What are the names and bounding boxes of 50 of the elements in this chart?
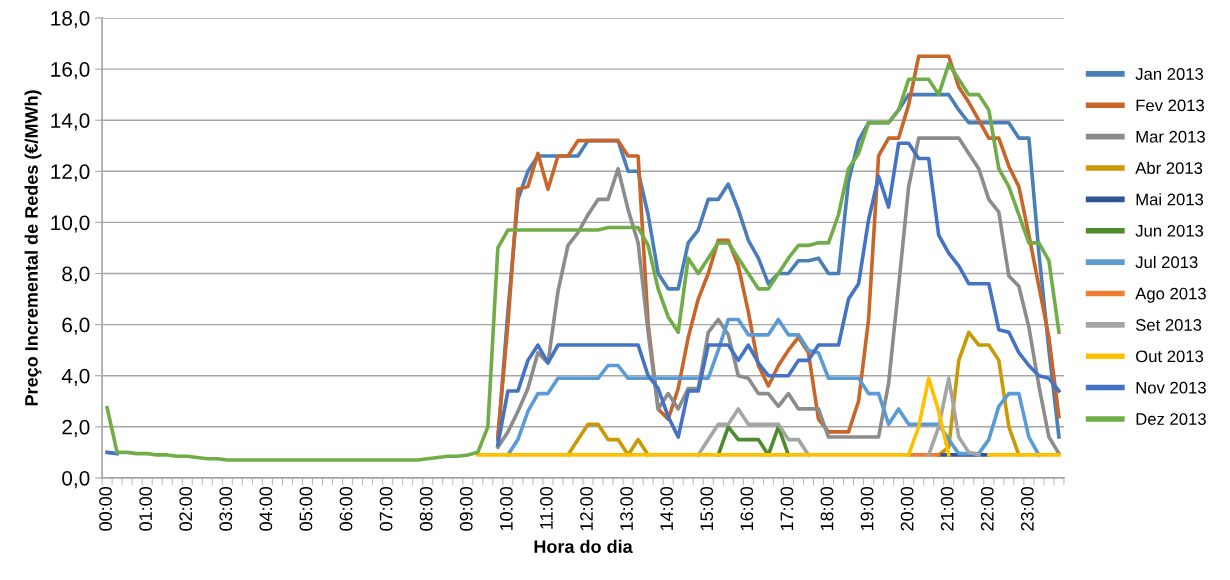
y-axis-title: Preço Incremental de Redes (€/MWh) <box>24 90 42 406</box>
y-tick-label: 12,0 <box>51 164 90 182</box>
legend-label: Dez 2013 <box>1136 413 1206 425</box>
x-tick-label: 21:00 <box>940 486 954 531</box>
line-series <box>496 136 1061 456</box>
x-tick-label: 07:00 <box>379 486 393 531</box>
x-tick-label: 06:00 <box>339 486 353 531</box>
y-tick-label: 18,0 <box>51 10 90 29</box>
x-tick-label: 16:00 <box>740 486 754 531</box>
x-tick-label: 05:00 <box>299 486 313 531</box>
x-tick-label: 01:00 <box>139 486 153 531</box>
legend-label: Abr 2013 <box>1135 161 1203 174</box>
legend-label: Jan 2013 <box>1135 68 1204 80</box>
x-tick-label: 09:00 <box>459 486 473 531</box>
x-tick-label: 08:00 <box>419 486 433 531</box>
x-tick-label: 18:00 <box>820 486 834 531</box>
line-series <box>506 317 1041 457</box>
legend-label: Ago 2013 <box>1135 287 1206 303</box>
x-tick-label: 00:00 <box>99 486 112 531</box>
x-tick-label: 11:00 <box>540 486 553 529</box>
y-tick-label: 16,0 <box>51 62 90 80</box>
x-tick-label: 13:00 <box>620 486 633 531</box>
legend-label: Set 2013 <box>1135 319 1202 331</box>
y-tick-label: 14,0 <box>51 113 90 131</box>
legend-label: Jul 2013 <box>1135 255 1198 269</box>
x-tick-label: 22:00 <box>980 486 994 531</box>
x-tick-label: 20:00 <box>900 486 914 531</box>
y-tick-label: 10,0 <box>51 215 90 233</box>
x-tick-label: 12:00 <box>580 486 593 531</box>
x-axis-title: Hora do dia <box>534 539 633 554</box>
legend-label: Nov 2013 <box>1136 381 1206 394</box>
x-tick-label: 23:00 <box>1020 486 1034 531</box>
x-tick-label: 14:00 <box>660 486 674 531</box>
x-tick-label: 15:00 <box>700 486 714 531</box>
y-tick-label: 4,0 <box>61 368 90 386</box>
legend-label: Fev 2013 <box>1136 99 1204 112</box>
x-tick-label: 02:00 <box>179 486 193 531</box>
y-tick-label: 0,0 <box>62 470 90 489</box>
x-tick-label: 03:00 <box>219 486 233 531</box>
x-tick-label: 10:00 <box>499 486 513 531</box>
legend-label: Out 2013 <box>1136 350 1204 363</box>
x-tick-label: 17:00 <box>780 486 794 531</box>
y-tick-label: 8,0 <box>62 266 90 284</box>
legend-label: Mar 2013 <box>1136 130 1205 143</box>
x-tick-label: 19:00 <box>860 486 874 531</box>
x-tick-label: 04:00 <box>259 486 273 531</box>
y-tick-label: 6,0 <box>62 317 90 335</box>
legend-label: Jun 2013 <box>1135 224 1204 237</box>
legend-label: Mai 2013 <box>1136 193 1204 206</box>
y-tick-label: 2,0 <box>62 419 90 438</box>
